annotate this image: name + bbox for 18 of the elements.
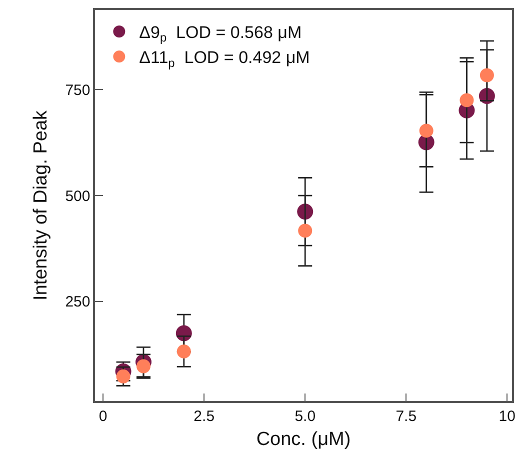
y-tick-label: 750 bbox=[65, 82, 90, 99]
point bbox=[298, 224, 312, 238]
y-tick-label: 250 bbox=[65, 294, 90, 311]
y-axis-title: Intensity of Diag. Peak bbox=[30, 110, 52, 301]
y-tick-label: 500 bbox=[65, 188, 90, 205]
x-tick-label: 5.0 bbox=[294, 408, 316, 425]
point bbox=[176, 344, 191, 358]
point bbox=[460, 93, 474, 108]
point bbox=[419, 124, 434, 138]
x-tick-label: 2.5 bbox=[194, 408, 215, 425]
x-axis-title: Conc. (μM) bbox=[256, 429, 351, 450]
legend-label: Δ9$_{p}$ LOD = 0.568 μM bbox=[139, 23, 302, 45]
legend-label: Δ11$_{p}$ LOD = 0.492 μM bbox=[139, 48, 310, 70]
point bbox=[136, 359, 150, 374]
x-tick-label: 0 bbox=[98, 408, 108, 425]
x-tick-label: 10 bbox=[498, 408, 516, 425]
x-tick-label: 7.5 bbox=[396, 408, 417, 425]
point bbox=[480, 68, 494, 82]
